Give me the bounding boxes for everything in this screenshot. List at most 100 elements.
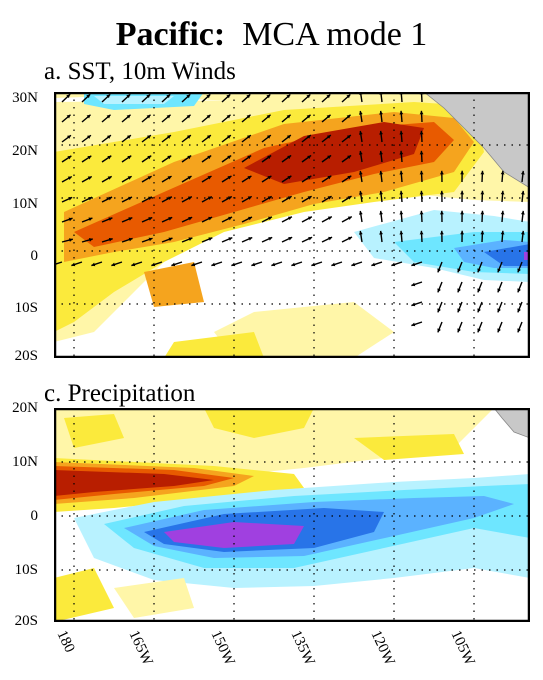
wind-arrowhead <box>246 114 251 119</box>
wind-arrowhead <box>226 135 231 139</box>
wind-arrowhead <box>147 155 152 160</box>
wind-arrowhead <box>358 210 363 215</box>
wind-arrowhead <box>460 190 465 195</box>
wind-arrowhead <box>520 170 525 175</box>
wind-arrowhead <box>379 230 383 235</box>
wind-arrowhead <box>399 210 404 215</box>
wind-arrowhead <box>477 268 481 273</box>
wind-arrowhead <box>187 196 192 201</box>
wind-arrowhead <box>520 230 525 235</box>
wind-arrowhead <box>348 236 353 241</box>
wind-arrowhead <box>127 176 132 180</box>
wind-arrowhead <box>208 216 213 221</box>
wind-arrowhead <box>187 155 192 160</box>
wind-arrowhead <box>308 236 313 241</box>
wind-arrowhead <box>437 288 441 293</box>
wind-arrowhead <box>91 262 96 267</box>
wind-arrowhead <box>151 262 156 267</box>
wind-arrowhead <box>147 176 152 180</box>
wind-arrowhead <box>391 262 396 267</box>
wind-arrowhead <box>247 175 252 180</box>
wind-arrowhead <box>108 237 113 242</box>
wind-arrowhead <box>480 170 485 175</box>
wind-arrowhead <box>287 216 292 221</box>
wind-arrowhead <box>288 237 293 241</box>
wind-arrowhead <box>497 268 501 273</box>
wind-arrowhead <box>167 176 172 180</box>
wind-arrowhead <box>460 230 465 235</box>
wind-arrowhead <box>86 135 91 139</box>
lon-tick: 180 <box>53 628 78 656</box>
wind-arrowhead <box>379 110 383 115</box>
wind-arrowhead <box>379 210 383 215</box>
wind-arrowhead <box>419 110 424 115</box>
wind-arrowhead <box>228 237 233 241</box>
wind-arrowhead <box>480 190 485 195</box>
wind-arrowhead <box>500 230 505 235</box>
wind-arrowhead <box>307 216 312 221</box>
lon-tick: 105W <box>447 628 478 668</box>
figure-title: Pacific: MCA mode 1 <box>0 16 543 54</box>
wind-arrowhead <box>206 135 211 139</box>
wind-arrowhead <box>358 110 363 115</box>
wind-arrowhead <box>166 94 171 99</box>
wind-arrowhead <box>227 155 232 160</box>
wind-arrowhead <box>66 94 71 99</box>
lat-tick: 0 <box>30 248 39 264</box>
sst-wind-map <box>54 92 530 358</box>
lat-tick: 20N <box>12 400 38 416</box>
wind-arrowhead <box>206 114 211 119</box>
lat-tick: 10S <box>14 562 38 578</box>
wind-arrowhead <box>346 135 351 139</box>
wind-arrowhead <box>168 237 173 242</box>
wind-arrowhead <box>346 94 351 99</box>
wind-arrowhead <box>291 262 296 267</box>
wind-arrowhead <box>497 288 501 293</box>
wind-arrowhead <box>207 155 212 160</box>
wind-arrowhead <box>287 155 292 160</box>
wind-arrowhead <box>287 196 292 200</box>
wind-arrowhead <box>520 210 525 215</box>
wind-arrowhead <box>171 262 176 267</box>
wind-arrowhead <box>347 155 352 160</box>
land-mask <box>423 92 530 189</box>
wind-arrowhead <box>358 130 363 135</box>
wind-arrowhead <box>399 130 404 135</box>
wind-arrowhead <box>186 94 191 99</box>
lat-tick: 20S <box>14 348 38 364</box>
wind-arrowhead <box>146 94 151 99</box>
wind-arrowhead <box>128 237 133 242</box>
wind-arrowhead <box>131 262 136 267</box>
lon-tick: 165W <box>125 628 156 668</box>
wind-arrowhead <box>327 216 332 221</box>
wind-arrowhead <box>126 114 131 119</box>
wind-arrowhead <box>306 114 311 119</box>
panel-a-label: a. SST, 10m Winds <box>44 58 236 85</box>
wind-arrowhead <box>106 135 111 139</box>
wind-arrowhead <box>148 217 153 221</box>
wind-arrowhead <box>457 288 461 293</box>
wind-arrowhead <box>247 196 252 200</box>
wind-arrowhead <box>327 196 332 200</box>
wind-arrowhead <box>347 196 352 200</box>
wind-arrow <box>54 261 63 266</box>
wind-arrowhead <box>266 135 271 139</box>
wind-arrowhead <box>306 135 311 139</box>
wind-arrowhead <box>347 216 352 220</box>
wind-arrowhead <box>306 94 311 99</box>
wind-arrowhead <box>399 150 404 155</box>
wind-arrowhead <box>148 237 153 242</box>
wind-arrowhead <box>477 288 481 293</box>
wind-arrowhead <box>211 262 216 267</box>
wind-arrowhead <box>267 216 272 221</box>
wind-arrowhead <box>331 262 336 267</box>
wind-arrowhead <box>500 210 505 215</box>
lat-tick: 20S <box>14 613 38 629</box>
wind-arrowhead <box>231 262 236 267</box>
wind-arrowhead <box>520 190 525 195</box>
wind-arrowhead <box>411 262 416 267</box>
wind-arrowhead <box>147 196 152 201</box>
wind-arrowhead <box>126 94 131 99</box>
wind-arrowhead <box>437 308 441 313</box>
wind-arrowhead <box>146 114 151 119</box>
